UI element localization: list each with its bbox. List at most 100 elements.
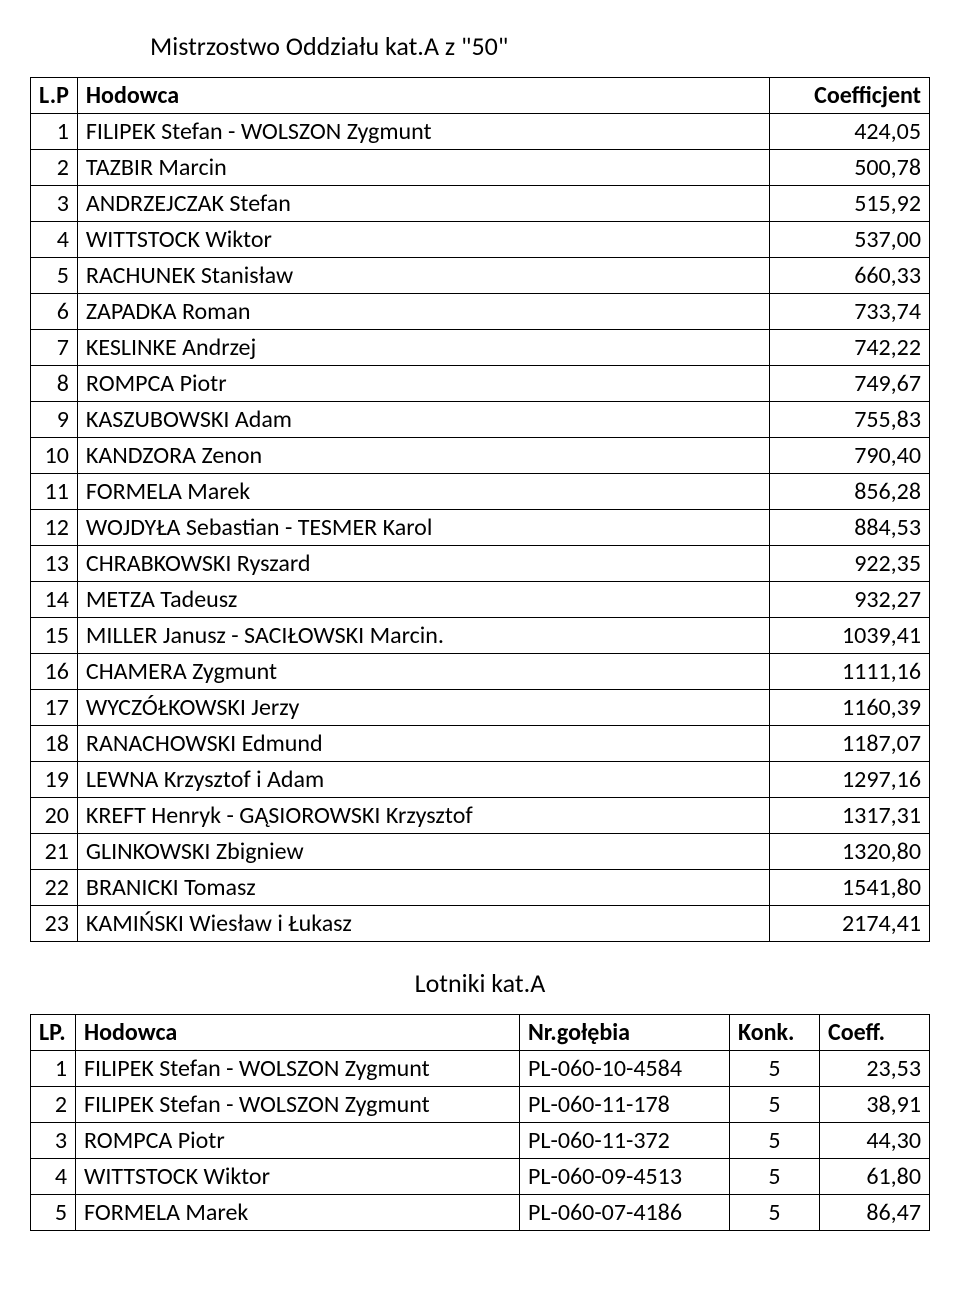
table-row: 22BRANICKI Tomasz1541,80 [31, 870, 930, 906]
header-lp: LP. [31, 1015, 76, 1051]
cell-coef: 537,00 [770, 222, 930, 258]
header-coeff: Coeff. [820, 1015, 930, 1051]
cell-name: TAZBIR Marcin [77, 150, 769, 186]
cell-lp: 7 [31, 330, 78, 366]
cell-name: FILIPEK Stefan - WOLSZON Zygmunt [76, 1051, 520, 1087]
cell-coef: 755,83 [770, 402, 930, 438]
cell-lp: 14 [31, 582, 78, 618]
cell-lp: 17 [31, 690, 78, 726]
cell-coef: 515,92 [770, 186, 930, 222]
table-row: 18RANACHOWSKI Edmund1187,07 [31, 726, 930, 762]
cell-coef: 424,05 [770, 114, 930, 150]
cell-ring: PL-060-11-372 [520, 1123, 730, 1159]
header-konk: Konk. [730, 1015, 820, 1051]
cell-name: LEWNA Krzysztof i Adam [77, 762, 769, 798]
table-row: 5RACHUNEK Stanisław660,33 [31, 258, 930, 294]
cell-coef: 884,53 [770, 510, 930, 546]
table-row: 17WYCZÓŁKOWSKI Jerzy1160,39 [31, 690, 930, 726]
cell-name: ANDRZEJCZAK Stefan [77, 186, 769, 222]
cell-coef: 1039,41 [770, 618, 930, 654]
cell-coef: 790,40 [770, 438, 930, 474]
lotniki-table: LP. Hodowca Nr.gołębia Konk. Coeff. 1FIL… [30, 1014, 930, 1231]
table-header-row: LP. Hodowca Nr.gołębia Konk. Coeff. [31, 1015, 930, 1051]
cell-name: ZAPADKA Roman [77, 294, 769, 330]
cell-coef: 1541,80 [770, 870, 930, 906]
cell-name: KREFT Henryk - GĄSIOROWSKI Krzysztof [77, 798, 769, 834]
cell-coef: 1320,80 [770, 834, 930, 870]
cell-name: KANDZORA Zenon [77, 438, 769, 474]
header-lp: L.P [31, 78, 78, 114]
cell-name: KESLINKE Andrzej [77, 330, 769, 366]
cell-coef: 1187,07 [770, 726, 930, 762]
cell-lp: 20 [31, 798, 78, 834]
cell-lp: 21 [31, 834, 78, 870]
cell-konk: 5 [730, 1159, 820, 1195]
table-header-row: L.P Hodowca Coefficjent [31, 78, 930, 114]
table-row: 23KAMIŃSKI Wiesław i Łukasz2174,41 [31, 906, 930, 942]
table-row: 1FILIPEK Stefan - WOLSZON ZygmuntPL-060-… [31, 1051, 930, 1087]
table-row: 12WOJDYŁA Sebastian - TESMER Karol884,53 [31, 510, 930, 546]
cell-lp: 12 [31, 510, 78, 546]
table-row: 3ROMPCA PiotrPL-060-11-372544,30 [31, 1123, 930, 1159]
cell-name: MILLER Janusz - SACIŁOWSKI Marcin. [77, 618, 769, 654]
cell-lp: 19 [31, 762, 78, 798]
cell-coef: 1111,16 [770, 654, 930, 690]
table-row: 20KREFT Henryk - GĄSIOROWSKI Krzysztof13… [31, 798, 930, 834]
cell-coef: 1160,39 [770, 690, 930, 726]
cell-coef: 742,22 [770, 330, 930, 366]
table-row: 7KESLINKE Andrzej742,22 [31, 330, 930, 366]
table-row: 8ROMPCA Piotr749,67 [31, 366, 930, 402]
table-row: 9KASZUBOWSKI Adam755,83 [31, 402, 930, 438]
cell-coef: 922,35 [770, 546, 930, 582]
cell-coef: 932,27 [770, 582, 930, 618]
cell-konk: 5 [730, 1195, 820, 1231]
cell-lp: 4 [31, 222, 78, 258]
cell-name: FILIPEK Stefan - WOLSZON Zygmunt [76, 1087, 520, 1123]
cell-ring: PL-060-11-178 [520, 1087, 730, 1123]
table-row: 2TAZBIR Marcin500,78 [31, 150, 930, 186]
cell-lp: 3 [31, 1123, 76, 1159]
cell-name: BRANICKI Tomasz [77, 870, 769, 906]
table-row: 14METZA Tadeusz932,27 [31, 582, 930, 618]
cell-name: WOJDYŁA Sebastian - TESMER Karol [77, 510, 769, 546]
table-row: 16CHAMERA Zygmunt1111,16 [31, 654, 930, 690]
header-ring: Nr.gołębia [520, 1015, 730, 1051]
cell-ring: PL-060-09-4513 [520, 1159, 730, 1195]
cell-konk: 5 [730, 1087, 820, 1123]
table-row: 5FORMELA MarekPL-060-07-4186586,47 [31, 1195, 930, 1231]
table-row: 15MILLER Janusz - SACIŁOWSKI Marcin.1039… [31, 618, 930, 654]
cell-ring: PL-060-10-4584 [520, 1051, 730, 1087]
cell-name: WITTSTOCK Wiktor [76, 1159, 520, 1195]
table-row: 4WITTSTOCK Wiktor537,00 [31, 222, 930, 258]
subtitle: Lotniki kat.A [30, 967, 930, 999]
table-row: 13CHRABKOWSKI Ryszard922,35 [31, 546, 930, 582]
cell-name: METZA Tadeusz [77, 582, 769, 618]
cell-lp: 1 [31, 114, 78, 150]
table-row: 21GLINKOWSKI Zbigniew1320,80 [31, 834, 930, 870]
cell-lp: 5 [31, 258, 78, 294]
cell-lp: 9 [31, 402, 78, 438]
table-row: 11FORMELA Marek856,28 [31, 474, 930, 510]
cell-lp: 4 [31, 1159, 76, 1195]
cell-lp: 1 [31, 1051, 76, 1087]
header-coef: Coefficjent [770, 78, 930, 114]
table-row: 10KANDZORA Zenon790,40 [31, 438, 930, 474]
cell-lp: 5 [31, 1195, 76, 1231]
header-name: Hodowca [76, 1015, 520, 1051]
cell-lp: 13 [31, 546, 78, 582]
table-row: 6ZAPADKA Roman733,74 [31, 294, 930, 330]
cell-lp: 2 [31, 1087, 76, 1123]
cell-lp: 23 [31, 906, 78, 942]
cell-name: WITTSTOCK Wiktor [77, 222, 769, 258]
cell-name: RACHUNEK Stanisław [77, 258, 769, 294]
cell-name: FILIPEK Stefan - WOLSZON Zygmunt [77, 114, 769, 150]
cell-coef: 749,67 [770, 366, 930, 402]
table-row: 2FILIPEK Stefan - WOLSZON ZygmuntPL-060-… [31, 1087, 930, 1123]
cell-coef: 660,33 [770, 258, 930, 294]
cell-lp: 16 [31, 654, 78, 690]
cell-name: KAMIŃSKI Wiesław i Łukasz [77, 906, 769, 942]
cell-ring: PL-060-07-4186 [520, 1195, 730, 1231]
cell-lp: 15 [31, 618, 78, 654]
cell-coeff: 38,91 [820, 1087, 930, 1123]
cell-coeff: 86,47 [820, 1195, 930, 1231]
